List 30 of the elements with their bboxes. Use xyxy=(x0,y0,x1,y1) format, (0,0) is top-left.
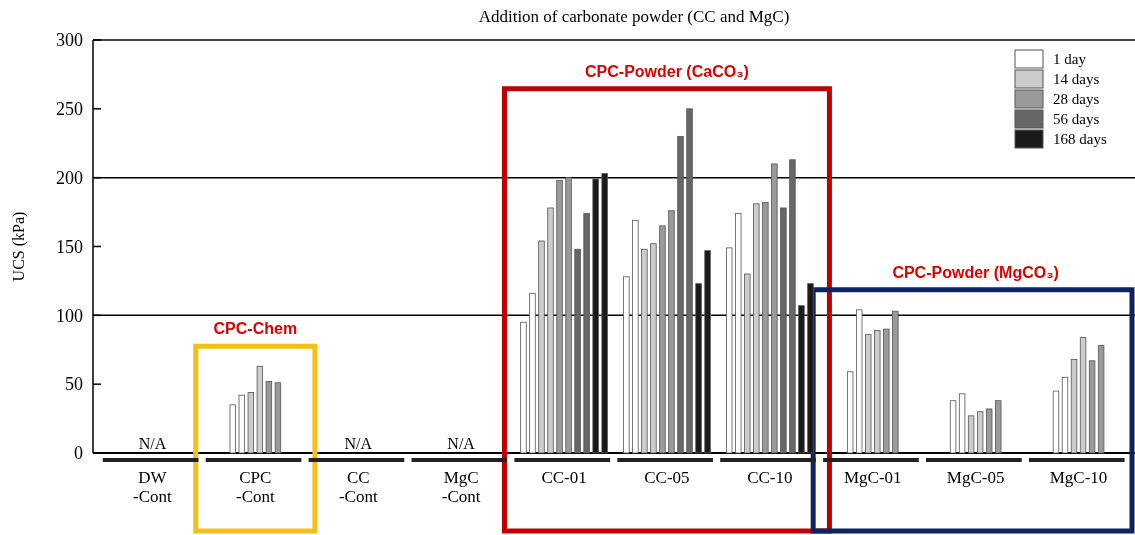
annotation: N/A xyxy=(138,435,167,452)
chart-title: Addition of carbonate powder (CC and MgC) xyxy=(478,7,790,26)
annotation: N/A xyxy=(344,435,373,452)
y-tick-label: 200 xyxy=(56,167,83,188)
legend-label: 14 days xyxy=(1053,71,1100,88)
x-tick-label: MgC-10 xyxy=(1049,468,1108,487)
x-tick-label: CC-01 xyxy=(541,468,587,487)
y-tick-label: 150 xyxy=(56,236,83,257)
annotation: CPC-Powder (CaCO₃) xyxy=(585,62,749,80)
legend-label: 28 days xyxy=(1053,91,1100,108)
x-tick-label: MgC-01 xyxy=(843,468,902,487)
x-tick-label: DW -Cont xyxy=(133,468,173,506)
annotation: CPC-Powder (MgCO₃) xyxy=(892,263,1059,281)
y-tick-label: 250 xyxy=(56,99,83,120)
annotation: CPC-Chem xyxy=(213,320,298,338)
y-tick-label: 100 xyxy=(56,305,83,326)
x-tick-label: MgC-05 xyxy=(946,468,1005,487)
y-tick-label: 300 xyxy=(56,30,83,51)
x-tick-label: MgC -Cont xyxy=(441,468,481,506)
x-tick-label: CPC -Cont xyxy=(235,468,275,506)
x-tick-label: CC -Cont xyxy=(338,468,378,506)
legend-label: 168 days xyxy=(1053,131,1107,148)
legend-label: 1 day xyxy=(1053,51,1087,68)
y-tick-label: 0 xyxy=(74,443,83,464)
x-tick-label: CC-10 xyxy=(747,468,793,487)
y-axis-title: UCS (kPa) xyxy=(10,211,28,282)
y-tick-label: 50 xyxy=(65,374,83,395)
legend-label: 56 days xyxy=(1053,111,1100,128)
annotation: N/A xyxy=(447,435,476,452)
x-tick-label: CC-05 xyxy=(644,468,690,487)
